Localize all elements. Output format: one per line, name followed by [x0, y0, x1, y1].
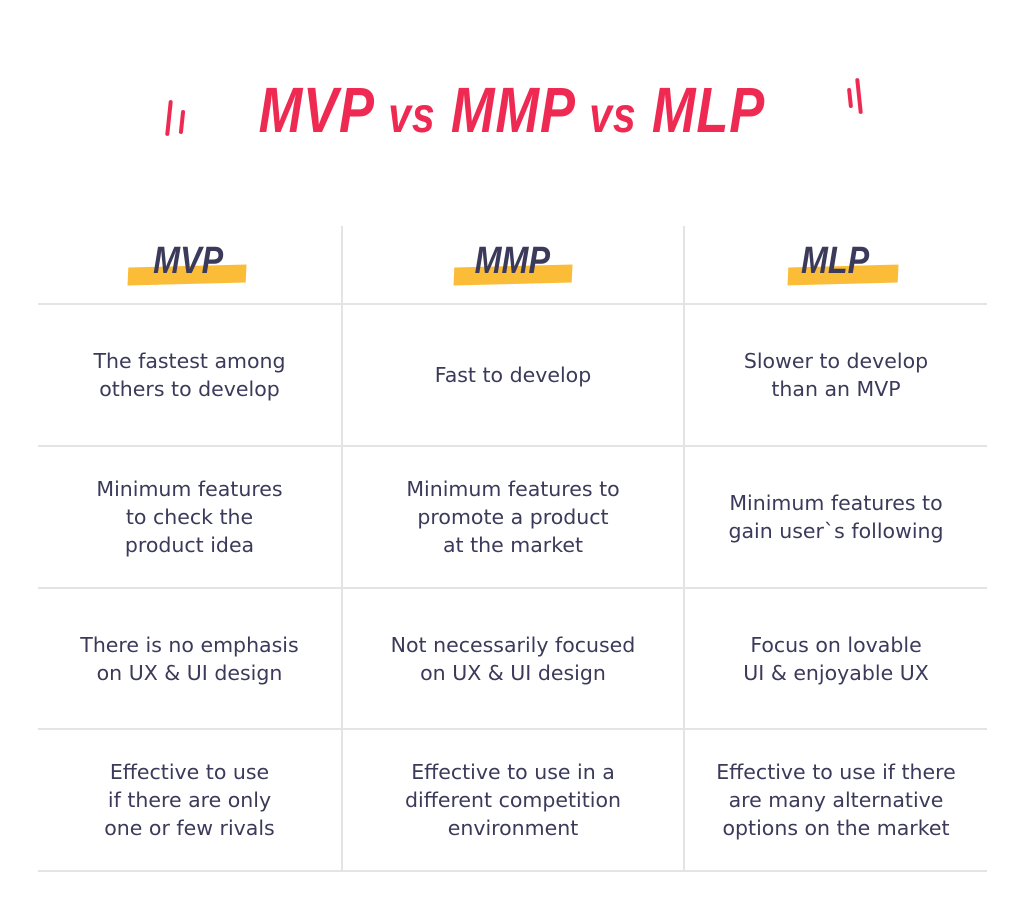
title-mlp: MLP — [652, 74, 766, 146]
title-vs-2: vs — [589, 87, 637, 143]
title-text: MVP vs MMP vs MLP — [259, 70, 766, 155]
title-vs-1: vs — [388, 87, 436, 143]
table-cell: Focus on lovable UI & enjoyable UX — [743, 632, 929, 685]
row-divider-header — [38, 303, 987, 305]
row-divider-3 — [38, 728, 987, 730]
column-header-mlp: MLP — [685, 236, 985, 296]
column-divider-2 — [683, 226, 685, 872]
title-mvp: MVP — [258, 74, 373, 146]
row-divider-bottom — [38, 870, 987, 872]
table-cell: Minimum features to gain user`s followin… — [728, 491, 944, 543]
table-cell: Effective to use if there are only one o… — [104, 760, 275, 840]
table-cell: The fastest among others to develop — [93, 349, 286, 401]
column-header-label: MMP — [474, 240, 550, 282]
column-header-mvp: MVP — [38, 236, 338, 296]
row-divider-2 — [38, 587, 987, 589]
table-cell: Effective to use in a different competit… — [405, 760, 621, 840]
column-divider-1 — [341, 226, 343, 872]
row-divider-1 — [38, 445, 987, 447]
column-header-label: MLP — [800, 240, 870, 282]
table-cell: Minimum features to promote a product at… — [406, 477, 620, 557]
column-header-mmp: MMP — [362, 236, 662, 296]
table-cell: Not necessarily focused on UX & UI desig… — [390, 632, 636, 685]
table-cell: Fast to develop — [434, 363, 592, 387]
table-cell: There is no emphasis on UX & UI design — [80, 632, 299, 685]
title-mmp: MMP — [451, 74, 574, 146]
column-header-label: MVP — [152, 240, 223, 282]
page-title: MVP vs MMP vs MLP — [0, 70, 1024, 150]
table-cell: Slower to develop than an MVP — [743, 349, 929, 401]
table-cell: Effective to use if there are many alter… — [716, 760, 956, 840]
table-cell: Minimum features to check the product id… — [96, 477, 283, 557]
